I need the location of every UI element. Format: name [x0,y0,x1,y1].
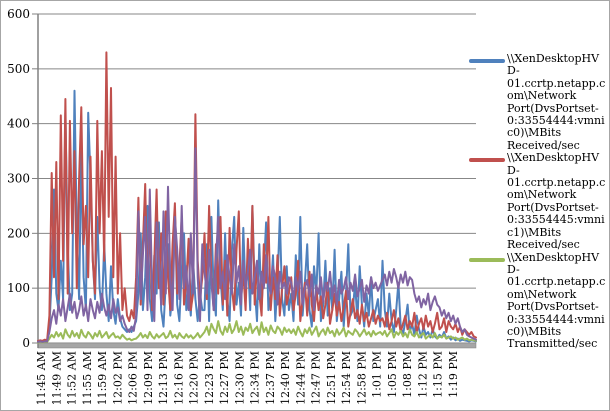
x-axis-label: 12:37 PM [264,351,277,405]
x-axis-label: 1:05 PM [386,351,399,398]
y-axis-label: 200 [7,226,30,240]
legend: \\XenDesktopHVD-01.ccrtp.netapp.com\Netw… [469,52,609,351]
x-axis-label: 12:58 PM [355,351,368,405]
x-axis-label: 11:45 AM [35,351,48,405]
x-axis-label: 1:12 PM [417,351,430,398]
y-axis-label: 500 [7,62,30,76]
x-axis-label: 11:59 AM [96,351,109,405]
y-axis-label: 0 [22,336,30,350]
y-axis-label: 300 [7,172,30,186]
series-line-icon [469,257,505,262]
x-axis-label: 1:08 PM [401,351,414,398]
series-line-icon [469,158,505,163]
y-axis-label: 600 [7,7,30,21]
x-axis-label: 12:27 PM [218,351,231,405]
x-axis-label: 12:16 PM [172,351,185,405]
legend-label: \\XenDesktopHVD-01.ccrtp.netapp.com\Netw… [507,250,606,351]
series-line-2 [37,320,477,344]
x-axis-bar [37,342,477,349]
x-axis-label: 12:40 PM [279,351,292,405]
x-axis-label: 12:30 PM [233,351,246,405]
x-axis-label: 12:44 PM [294,351,307,405]
series-line-icon [469,59,505,63]
x-axis-label: 12:06 PM [127,351,140,405]
x-axis-label: 11:55 AM [81,351,94,405]
x-axis-label: 1:19 PM [447,351,460,398]
legend-label: \\XenDesktopHVD-01.ccrtp.netapp.com\Netw… [507,52,606,152]
y-axis-label: 400 [7,117,30,131]
x-axis-label: 1:15 PM [432,351,445,398]
x-axis-label: 12:47 PM [310,351,323,405]
legend-item: \\XenDesktopHVD-01.ccrtp.netapp.com\Netw… [469,152,609,251]
x-axis-label: 12:02 PM [111,351,124,405]
series-line-3 [37,147,477,343]
x-axis-label: 12:13 PM [157,351,170,405]
x-axis-label: 12:09 PM [142,351,155,405]
x-axis-label: 11:49 AM [50,351,63,405]
y-axis-label: 100 [7,281,30,295]
x-axis-label: 12:23 PM [203,351,216,405]
x-axis-label: 12:20 PM [188,351,201,405]
x-axis-label: 12:34 PM [249,351,262,405]
legend-item: \\XenDesktopHVD-01.ccrtp.netapp.com\Netw… [469,52,609,152]
legend-item: \\XenDesktopHVD-01.ccrtp.netapp.com\Netw… [469,250,609,351]
x-axis-label: 11:52 AM [66,351,79,405]
x-axis-label: 12:51 PM [325,351,338,405]
legend-label: \\XenDesktopHVD-01.ccrtp.netapp.com\Netw… [507,151,606,252]
x-axis-label: 1:01 PM [371,351,384,398]
x-axis-label: 12:54 PM [340,351,353,405]
